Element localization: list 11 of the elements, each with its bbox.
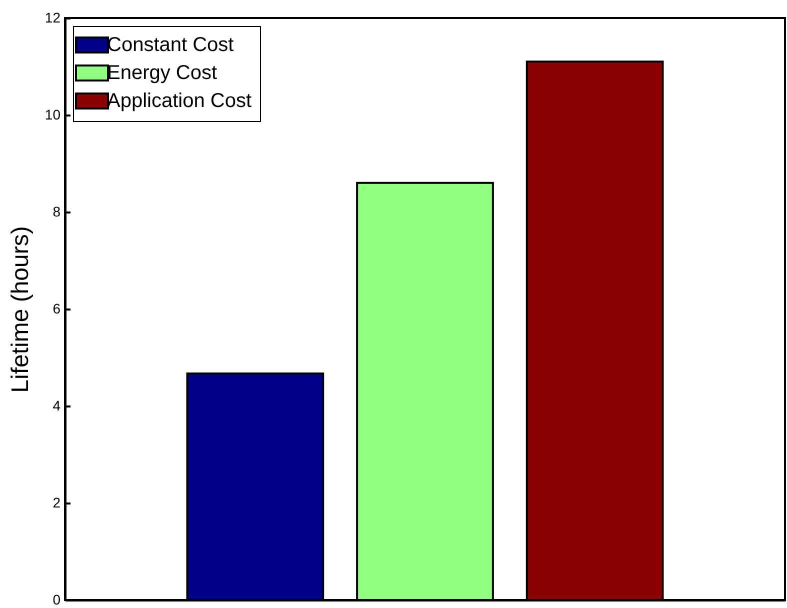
y-tick-label: 2 bbox=[52, 494, 61, 510]
y-tick-label: 0 bbox=[52, 592, 61, 608]
y-axis-title: Lifetime (hours) bbox=[6, 226, 34, 393]
y-tick-label: 6 bbox=[52, 300, 61, 316]
y-tick-label: 10 bbox=[44, 106, 61, 122]
legend-label: Constant Cost bbox=[107, 34, 234, 56]
y-tick-label: 4 bbox=[52, 398, 61, 414]
y-tick-label: 8 bbox=[52, 204, 61, 220]
legend-label: Application Cost bbox=[107, 90, 252, 112]
legend-label: Energy Cost bbox=[107, 62, 218, 84]
y-tick-label: 12 bbox=[44, 10, 61, 26]
